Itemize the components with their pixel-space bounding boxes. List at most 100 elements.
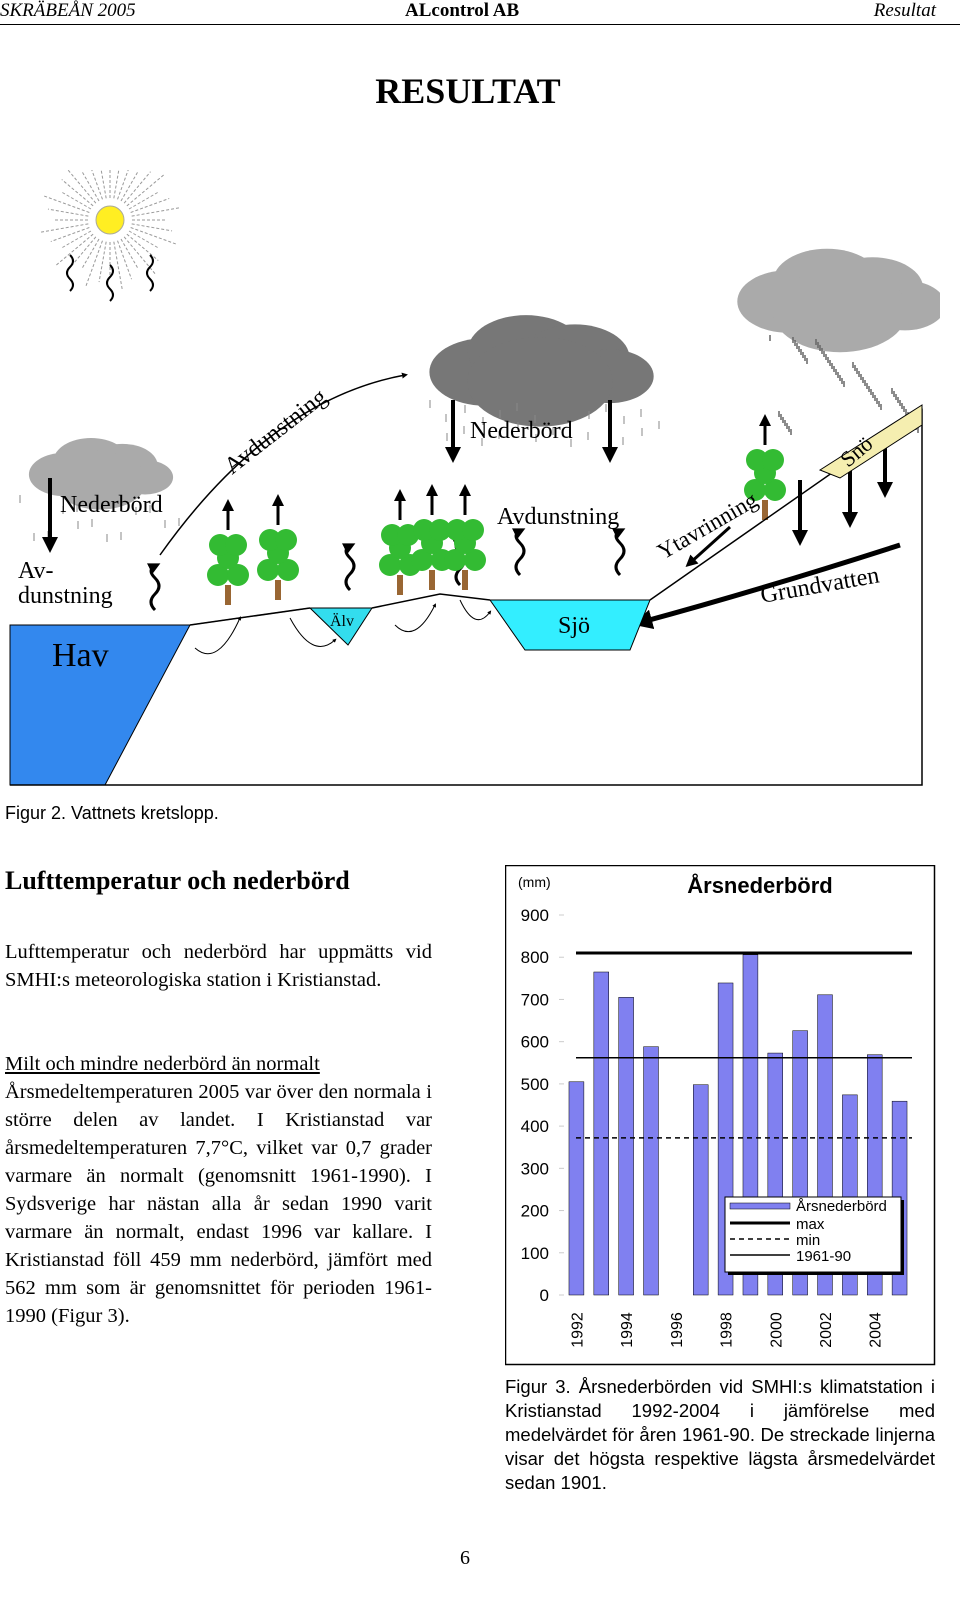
legend-label: min	[796, 1232, 820, 1249]
label: Avdunstning	[497, 504, 619, 530]
sun-ray	[50, 227, 90, 243]
sun-ray	[130, 227, 177, 245]
sun-ray	[117, 170, 129, 200]
tree-trunk	[462, 570, 468, 590]
sun-ray	[55, 233, 94, 267]
header-right: Resultat	[873, 0, 936, 21]
sun-ray	[82, 172, 100, 202]
y-tick-label: 700	[521, 990, 549, 1009]
river-shape	[308, 607, 373, 646]
heat-wave	[106, 264, 114, 302]
tree-crown	[462, 519, 484, 541]
y-axis-label: (mm)	[518, 874, 551, 890]
tree-crown	[446, 519, 468, 541]
y-tick-label: 600	[521, 1033, 549, 1052]
tree-crown	[379, 554, 401, 576]
sun-ray	[128, 230, 158, 248]
label: Hav	[52, 637, 109, 674]
tree-trunk	[762, 500, 768, 520]
sun-ray	[130, 197, 170, 213]
paragraph: Årsmedeltemperaturen 2005 var över den n…	[5, 1081, 432, 1327]
x-tick-label: 1998	[719, 1312, 736, 1348]
page-title: RESULTAT	[375, 71, 561, 111]
y-tick-label: 900	[521, 906, 549, 925]
chart: (mm) Årsnederbörd 0 100 200 300 400 500 600 700…	[505, 865, 936, 1366]
tree-crown	[225, 534, 247, 556]
sun-ray	[91, 170, 103, 200]
tree-crown	[275, 529, 297, 551]
flow-arrow	[289, 617, 337, 647]
label: Av-	[18, 558, 54, 584]
sun-ray	[123, 171, 151, 204]
tree-trunk	[397, 575, 403, 595]
evaporation-arrow	[611, 528, 626, 577]
figure-caption: Figur 3. Årsnederbörden vid SMHI:s klima…	[505, 1376, 935, 1493]
flow-arrow	[459, 599, 492, 621]
y-tick-label: 0	[540, 1286, 549, 1305]
x-tick-label: 1994	[619, 1312, 636, 1348]
sun-ray	[131, 207, 181, 217]
x-tick-label: 2000	[768, 1312, 785, 1348]
sun-ray	[128, 192, 158, 210]
flow-arrow	[194, 616, 242, 655]
bar	[693, 1084, 709, 1296]
cloud	[772, 269, 908, 353]
y-tick-label: 800	[521, 948, 549, 967]
section-heading: Lufttemperatur och nederbörd	[5, 866, 350, 895]
tree-crown	[257, 559, 279, 581]
heat-wave	[66, 254, 74, 292]
arrow	[632, 542, 901, 630]
evaporation-arrow	[341, 543, 356, 592]
y-tick-label: 200	[521, 1202, 549, 1221]
tree-trunk	[275, 580, 281, 600]
tree-crown	[464, 549, 486, 571]
bar	[618, 997, 634, 1296]
flow-arrow	[394, 603, 436, 633]
cloud	[53, 452, 147, 510]
sun-ray	[62, 230, 92, 248]
tree-crown	[444, 549, 466, 571]
heat-wave	[146, 254, 154, 292]
tree-crown	[429, 519, 451, 541]
tree-crown	[411, 549, 433, 571]
label: Avdunstning	[220, 384, 332, 480]
x-tick-label: 2002	[818, 1312, 835, 1348]
legend-label: max	[796, 1216, 825, 1233]
bar	[593, 971, 609, 1296]
tree-crown	[209, 534, 231, 556]
arrow	[685, 525, 732, 568]
sun-ray	[120, 172, 138, 202]
page-number: 6	[460, 1547, 470, 1569]
label: dunstning	[18, 583, 113, 609]
tree-crown	[764, 479, 786, 501]
sun-ray	[85, 240, 103, 287]
header-left: SKRÄBEÅN 2005	[0, 0, 136, 21]
sun-ray	[113, 241, 123, 291]
label: Älv	[330, 612, 354, 630]
sun-ray	[47, 208, 89, 217]
tree-crown	[207, 564, 229, 586]
diagram-shapes	[19, 170, 940, 655]
tree-crown	[746, 449, 768, 471]
y-tick-label: 300	[521, 1159, 549, 1178]
tree-trunk	[429, 570, 435, 590]
sun-ray	[67, 170, 97, 204]
evaporation-arrow	[146, 563, 161, 612]
sun-ray	[61, 179, 94, 207]
sun-ray	[131, 223, 173, 232]
label: Sjö	[558, 613, 590, 639]
tree-crown	[381, 524, 403, 546]
x-tick-label: 1992	[569, 1312, 586, 1348]
cloud	[467, 337, 613, 427]
arrow	[159, 372, 408, 556]
header-center: ALcontrol AB	[405, 0, 520, 21]
x-tick-label: 1996	[669, 1312, 686, 1348]
sun-ray	[98, 241, 107, 283]
tree-crown	[762, 449, 784, 471]
water-cycle-diagram: Av- dunstning Nederbörd Avdunstning Nede…	[9, 170, 940, 786]
snow-shape	[818, 404, 923, 479]
sun-ray	[113, 170, 120, 199]
sun-ray	[117, 240, 133, 280]
sun-ray	[120, 238, 138, 268]
